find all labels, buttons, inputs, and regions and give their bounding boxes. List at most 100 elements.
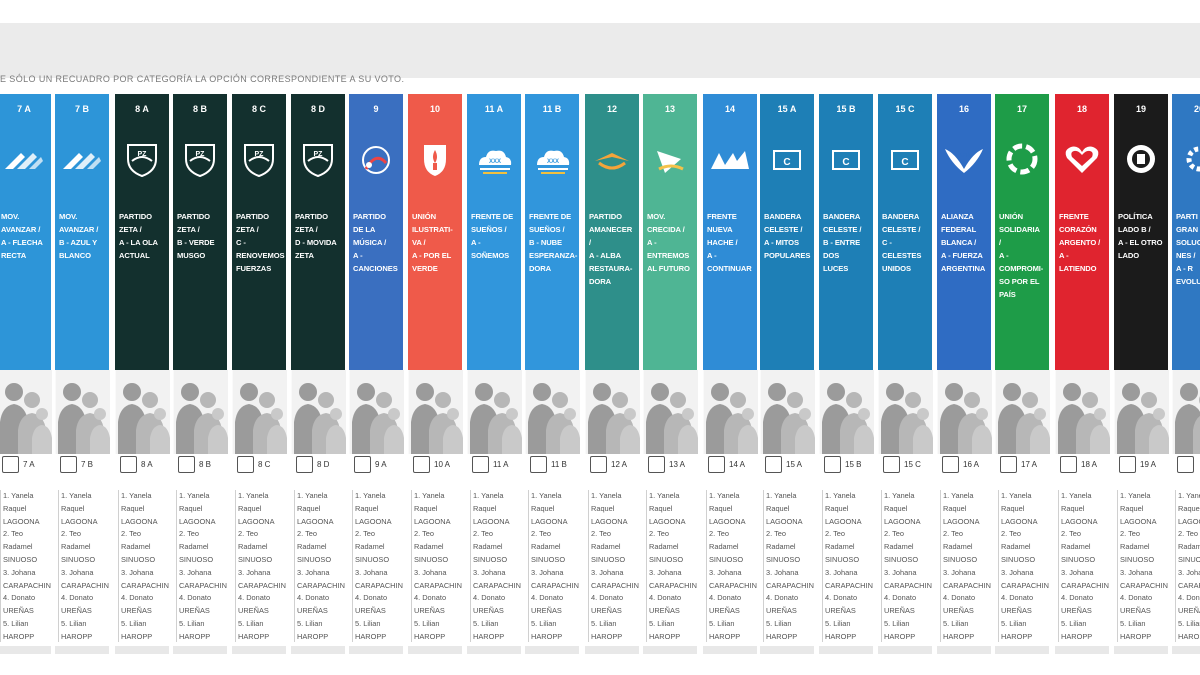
music-logo-icon [353,139,399,179]
candidate-photo [1172,370,1200,454]
list-number: 14 [724,104,735,114]
list-number: 15 A [777,104,797,114]
column-footer [0,646,51,654]
ballot-column: 18 FRENTE CORAZÓN ARGENTO / A - Latiendo… [1055,94,1110,654]
svg-text:C: C [901,157,908,168]
vote-checkbox[interactable] [178,456,195,473]
vote-option: 17 A [995,456,1049,480]
vote-checkbox[interactable] [413,456,430,473]
torch-logo-icon [412,139,458,179]
vote-checkbox[interactable] [765,456,782,473]
option-code: 11 B [551,460,567,469]
party-header: 17 UNIÓN SOLIDARIA / A - Compromi- so po… [995,94,1049,370]
vote-checkbox[interactable] [472,456,489,473]
svg-text:AFB: AFB [958,153,971,159]
ballot-column: 16 AFB ALIANZA FEDERAL BLANCA / A - Fuer… [937,94,992,654]
list-number: 9 [373,104,379,114]
vote-checkbox[interactable] [590,456,607,473]
candidate-list: 1. Yanela Raquel LAGOONA 2. Teo Radamel … [822,490,873,642]
ballot-column: 11 B XXX FRENTE DE SUEÑOS / B - Nube Esp… [525,94,580,654]
candidate-photo [408,370,463,454]
candidate-list: 1. Yanela Raquel LAGOONA 2. Teo Radamel … [998,490,1049,642]
column-footer [1172,646,1200,654]
candidate-list: 1. Yanela Raquel LAGOONA 2. Teo Radamel … [1117,490,1168,642]
shield-logo-icon: PZ [177,139,223,179]
list-number: 8 C [251,104,266,114]
vote-checkbox[interactable] [708,456,725,473]
candidate-photo [703,370,758,454]
party-header: 13 MOV. CRECIDA / A - Entremos al Futuro [643,94,697,370]
vote-checkbox[interactable] [1177,456,1194,473]
candidate-list: 1. Yanela Raquel LAGOONA 2. Teo Radamel … [646,490,697,642]
vote-checkbox[interactable] [237,456,254,473]
candidate-list: 1. Yanela Raquel LAGOONA 2. Teo Radamel … [352,490,403,642]
vote-checkbox[interactable] [120,456,137,473]
option-code: 16 A [963,460,980,469]
party-header: 12 PARTIDO AMANECER / A - Alba Restaura-… [585,94,639,370]
party-header: 7 B MOV. AVANZAR / B - Azul y blanco [55,94,109,370]
ballot-column: 8 D PZ PARTIDO ZETA / D - Movida Zeta 8 … [291,94,346,654]
list-number: 10 [429,104,440,114]
ballot-column: 9 PARTIDO DE LA MÚSICA / A - Canciones 9… [349,94,404,654]
candidate-silhouette-icon [940,383,992,454]
candidate-silhouette-icon [1175,383,1200,454]
vote-checkbox[interactable] [530,456,547,473]
ring-logo-icon [999,139,1045,179]
vote-option [1172,456,1200,480]
vote-checkbox[interactable] [60,456,77,473]
party-header: 8 C PZ PARTIDO ZETA / C - Renovemos Fuer… [232,94,286,370]
party-header: 8 D PZ PARTIDO ZETA / D - Movida Zeta [291,94,345,370]
target-logo-icon [1118,139,1164,179]
party-header: 10 UNIÓN ILUSTRATI- VA / A - Por el verd… [408,94,462,370]
party-header: 18 FRENTE CORAZÓN ARGENTO / A - Latiendo [1055,94,1109,370]
ballot-column: 19 POLÍTICA LADO B / A - El otro lado 19… [1114,94,1169,654]
option-code: 12 A [611,460,628,469]
vote-option: 15 C [878,456,932,480]
vote-checkbox[interactable] [648,456,665,473]
vote-checkbox[interactable] [296,456,313,473]
svg-text:C: C [783,157,790,168]
svg-text:PZ: PZ [314,151,324,158]
column-footer [643,646,697,654]
list-number: 11 A [484,104,504,114]
option-code: 7 B [81,460,94,469]
party-header: 15 A C BANDERA CELESTE / A - Mitos Popul… [760,94,814,370]
vote-checkbox[interactable] [354,456,371,473]
vote-checkbox[interactable] [942,456,959,473]
vote-checkbox[interactable] [1000,456,1017,473]
ballot-column: 15 B C BANDERA CELESTE / B - Entre dos L… [819,94,874,654]
party-name: PARTI GRAN SOLUC NES / A - R evolu [1176,212,1200,286]
vote-checkbox[interactable] [824,456,841,473]
list-number: 12 [606,104,617,114]
party-header: 11 A XXX FRENTE DE SUEÑOS / A - Soñemos [467,94,521,370]
candidate-photo [173,370,228,454]
option-code: 14 A [729,460,746,469]
svg-text:XXX: XXX [489,159,501,165]
vote-option: 19 A [1114,456,1168,480]
vote-option: 13 A [643,456,697,480]
party-name: ALIANZA FEDERAL BLANCA / A - Fuerza Arge… [941,212,986,273]
arrow-logo-icon [59,139,105,179]
vote-checkbox[interactable] [883,456,900,473]
party-header: 14 FRENTE NUEVA HACHE / A - Continuar [703,94,757,370]
ballot-column: 12 PARTIDO AMANECER / A - Alba Restaura-… [585,94,640,654]
vote-checkbox[interactable] [1119,456,1136,473]
heart-logo-icon [1059,139,1105,179]
party-name: POLÍTICA LADO B / A - El otro lado [1118,212,1163,260]
option-code: 13 A [669,460,686,469]
ballot-column: 7 A MOV. AVANZAR / A - Flecha recta 7 A … [0,94,52,654]
candidate-photo [525,370,580,454]
candidate-list: 1. Yanela Raquel LAGOONA 2. Teo Radamel … [1058,490,1109,642]
list-number: 16 [958,104,969,114]
vote-checkbox[interactable] [1060,456,1077,473]
candidate-photo [995,370,1050,454]
option-code: 8 A [141,460,153,469]
column-footer [232,646,286,654]
candidate-silhouette-icon [706,383,758,454]
candidate-silhouette-icon [411,383,463,454]
candidate-photo [643,370,698,454]
list-number: 15 C [895,104,915,114]
party-name: FRENTE NUEVA HACHE / A - Continuar [707,212,752,273]
vote-checkbox[interactable] [2,456,19,473]
instruction-banner: E SÓLO UN RECUADRO POR CATEGORÍA LA OPCI… [0,23,1200,84]
